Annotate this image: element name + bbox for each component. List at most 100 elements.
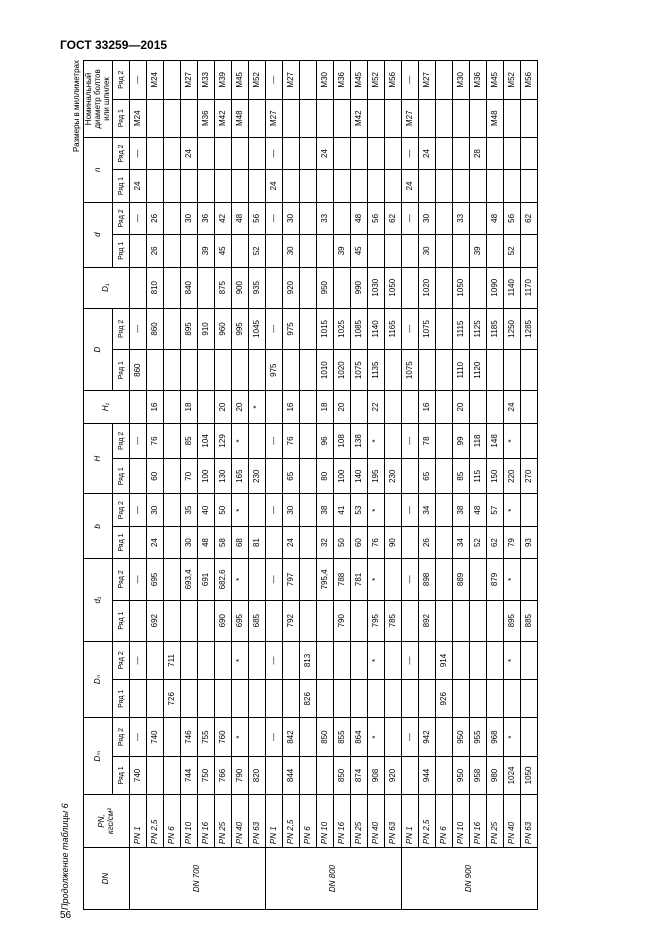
data-cell: 842 (283, 718, 300, 756)
data-cell: 129 (215, 423, 232, 458)
data-cell: 270 (521, 459, 538, 494)
data-cell (436, 559, 453, 600)
data-cell (198, 641, 215, 679)
col-pn: PN, кгс/см² (84, 795, 130, 848)
data-cell (300, 459, 317, 494)
data-cell: 746 (181, 718, 198, 756)
data-cell: 26 (147, 235, 164, 267)
data-cell (521, 170, 538, 202)
data-cell (504, 350, 521, 391)
data-cell: 788 (334, 559, 351, 600)
data-cell: 1110 (453, 350, 470, 391)
data-cell: 57 (487, 494, 504, 526)
data-cell (368, 99, 385, 137)
data-cell: 16 (419, 391, 436, 423)
data-cell (368, 235, 385, 267)
data-cell: 950 (453, 718, 470, 756)
data-cell: 26 (147, 202, 164, 234)
pn-cell: PN 40 (232, 795, 249, 848)
data-cell (402, 459, 419, 494)
data-cell: 230 (385, 459, 402, 494)
data-cell: М45 (487, 61, 504, 100)
data-cell (436, 600, 453, 641)
data-cell: 76 (368, 526, 385, 558)
data-cell (164, 350, 181, 391)
data-cell (453, 680, 470, 718)
data-cell: * (504, 423, 521, 458)
data-cell (368, 170, 385, 202)
data-cell: * (232, 718, 249, 756)
data-cell (436, 391, 453, 423)
data-cell (368, 680, 385, 718)
data-cell: — (402, 494, 419, 526)
data-cell: 62 (521, 202, 538, 234)
data-cell: 820 (249, 756, 266, 794)
data-cell: 39 (470, 235, 487, 267)
col-D: D (84, 308, 113, 391)
data-cell (181, 235, 198, 267)
data-cell: 975 (283, 308, 300, 349)
pn-cell: PN 63 (249, 795, 266, 848)
data-cell: М27 (419, 61, 436, 100)
data-cell: 40 (198, 494, 215, 526)
data-cell (436, 350, 453, 391)
table-row: PN 10850795,43238809618101010159503324М3… (317, 61, 334, 910)
data-cell (504, 137, 521, 169)
data-cell (385, 350, 402, 391)
data-cell: — (402, 202, 419, 234)
data-cell: 48 (232, 202, 249, 234)
data-cell (164, 61, 181, 100)
data-cell: 844 (283, 756, 300, 794)
data-cell (334, 99, 351, 137)
data-cell (334, 680, 351, 718)
data-cell (487, 391, 504, 423)
data-cell: 760 (215, 718, 232, 756)
data-table: DN PN, кгс/см² Dₘ Dₙ d₁ b H H₁ D D₁ d n … (83, 60, 538, 910)
data-cell (521, 137, 538, 169)
data-cell (436, 494, 453, 526)
data-cell: 926 (436, 680, 453, 718)
data-cell: 790 (232, 756, 249, 794)
data-cell: 690 (215, 600, 232, 641)
data-cell (147, 99, 164, 137)
data-cell (164, 526, 181, 558)
data-cell: 850 (317, 718, 334, 756)
data-cell (164, 494, 181, 526)
data-cell (436, 267, 453, 308)
data-cell: 980 (487, 756, 504, 794)
data-cell: 1185 (487, 308, 504, 349)
data-cell: 104 (198, 423, 215, 458)
data-cell (317, 600, 334, 641)
data-cell (300, 350, 317, 391)
data-cell: 995 (232, 308, 249, 349)
data-cell (300, 600, 317, 641)
data-cell: 24 (504, 391, 521, 423)
data-cell: М56 (521, 61, 538, 100)
table-row: PN 631050885932701285117062М56 (521, 61, 538, 910)
data-cell: 30 (419, 235, 436, 267)
data-cell: М52 (368, 61, 385, 100)
data-cell: 855 (334, 718, 351, 756)
data-cell (436, 423, 453, 458)
data-cell (164, 391, 181, 423)
data-cell: 36 (198, 202, 215, 234)
data-cell: 695 (147, 559, 164, 600)
data-cell (147, 680, 164, 718)
data-cell: М36 (334, 61, 351, 100)
data-cell: 1020 (419, 267, 436, 308)
data-cell: 50 (334, 526, 351, 558)
data-cell: — (130, 137, 147, 169)
data-cell (317, 680, 334, 718)
data-cell (419, 641, 436, 679)
data-cell: 45 (215, 235, 232, 267)
data-cell (402, 756, 419, 794)
data-cell (147, 137, 164, 169)
data-cell (385, 99, 402, 137)
data-cell: * (504, 718, 521, 756)
data-cell: 93 (521, 526, 538, 558)
data-cell: — (402, 137, 419, 169)
data-cell: — (130, 308, 147, 349)
data-cell (283, 170, 300, 202)
data-cell: 85 (181, 423, 198, 458)
data-cell (521, 641, 538, 679)
